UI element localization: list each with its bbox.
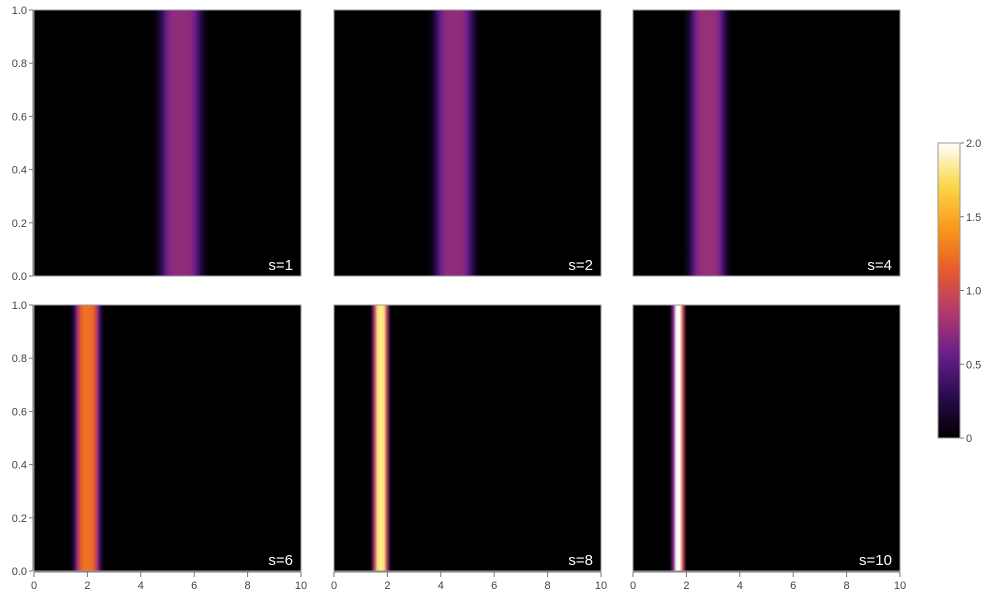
y-tick-label: 1.0 [12,300,27,312]
y-tick-label: 0.4 [12,460,27,472]
density-image [334,10,601,276]
y-tick-label: 0.0 [12,566,27,578]
y-tick-label: 0.6 [12,406,27,418]
panels: s=10.00.20.40.60.81.0s=2 s=4s=60.00.20.40… [12,5,906,592]
plot-frame [632,9,901,277]
panel-label: s=1 [268,257,293,274]
x-tick-label: 4 [737,580,743,592]
panel-s-10: s=10 0 2 4 6 8 10 [630,304,906,592]
x-tick-label: 2 [683,580,689,592]
x-tick-label: 2 [384,580,390,592]
x-tick-label: 6 [790,580,796,592]
x-tick-label: 2 [84,580,90,592]
x-tick-label: 0 [630,580,636,592]
y-tick-label: 0.8 [12,58,27,70]
y-tick-label: 1.0 [12,5,27,17]
y-tick-label: 0.4 [12,165,27,177]
y-tick-label: 0.0 [12,271,27,283]
color-legend: 0 0.5 1.0 1.5 2.0 [937,138,981,445]
x-tick-label: 4 [138,580,144,592]
plot-frame [632,304,901,572]
x-tick-label: 10 [894,580,906,592]
y-axis: 0.0 0.2 0.4 0.6 0.8 1.0 [12,5,34,283]
x-tick-label: 6 [191,580,197,592]
x-axis: 0 2 4 6 8 10 [331,571,607,592]
colorbar-tick-label: 2.0 [966,138,981,150]
y-axis: 0.0 0.2 0.4 0.6 0.8 1.0 [12,300,34,578]
density-image [633,10,900,276]
colorbar-tick-label: 1.0 [966,286,981,298]
colorbar-gradient [938,143,960,438]
panel-s-4: s=4 [632,9,901,277]
colorbar-tick-label: 1.5 [966,212,981,224]
x-tick-label: 8 [844,580,850,592]
density-image [34,10,301,276]
panel-label: s=2 [568,257,593,274]
plot-frame [333,304,602,572]
colorbar-tick-label: 0 [966,433,972,445]
y-tick-label: 0.2 [12,513,27,525]
x-tick-label: 0 [331,580,337,592]
x-tick-label: 4 [438,580,444,592]
density-image [334,305,601,571]
density-image [633,305,900,571]
panel-s-2: s=2 [333,9,602,277]
plot-frame [33,304,302,572]
x-tick-label: 10 [295,580,307,592]
colorbar-tick-label: 0.5 [966,359,981,371]
y-tick-label: 0.6 [12,111,27,123]
plot-frame [33,9,302,277]
plot-frame [333,9,602,277]
x-tick-label: 8 [245,580,251,592]
x-axis: 0 2 4 6 8 10 [31,571,307,592]
panel-label: s=8 [568,552,593,569]
panel-label: s=10 [859,552,892,569]
panel-s-6: s=6 0.0 0.2 0.4 0.6 0.8 1.0 0 2 4 6 8 10 [12,300,307,592]
panel-label: s=4 [867,257,892,274]
panel-s-8: s=8 0 2 4 6 8 10 [331,304,607,592]
x-tick-label: 8 [545,580,551,592]
panel-label: s=6 [268,552,293,569]
x-tick-label: 10 [595,580,607,592]
density-image [34,305,301,571]
x-tick-label: 6 [491,580,497,592]
panel-s-1: s=1 0.0 0.2 0.4 0.6 0.8 1.0 [12,5,302,283]
x-tick-label: 0 [31,580,37,592]
y-tick-label: 0.8 [12,353,27,365]
y-tick-label: 0.2 [12,218,27,230]
x-axis: 0 2 4 6 8 10 [630,571,906,592]
